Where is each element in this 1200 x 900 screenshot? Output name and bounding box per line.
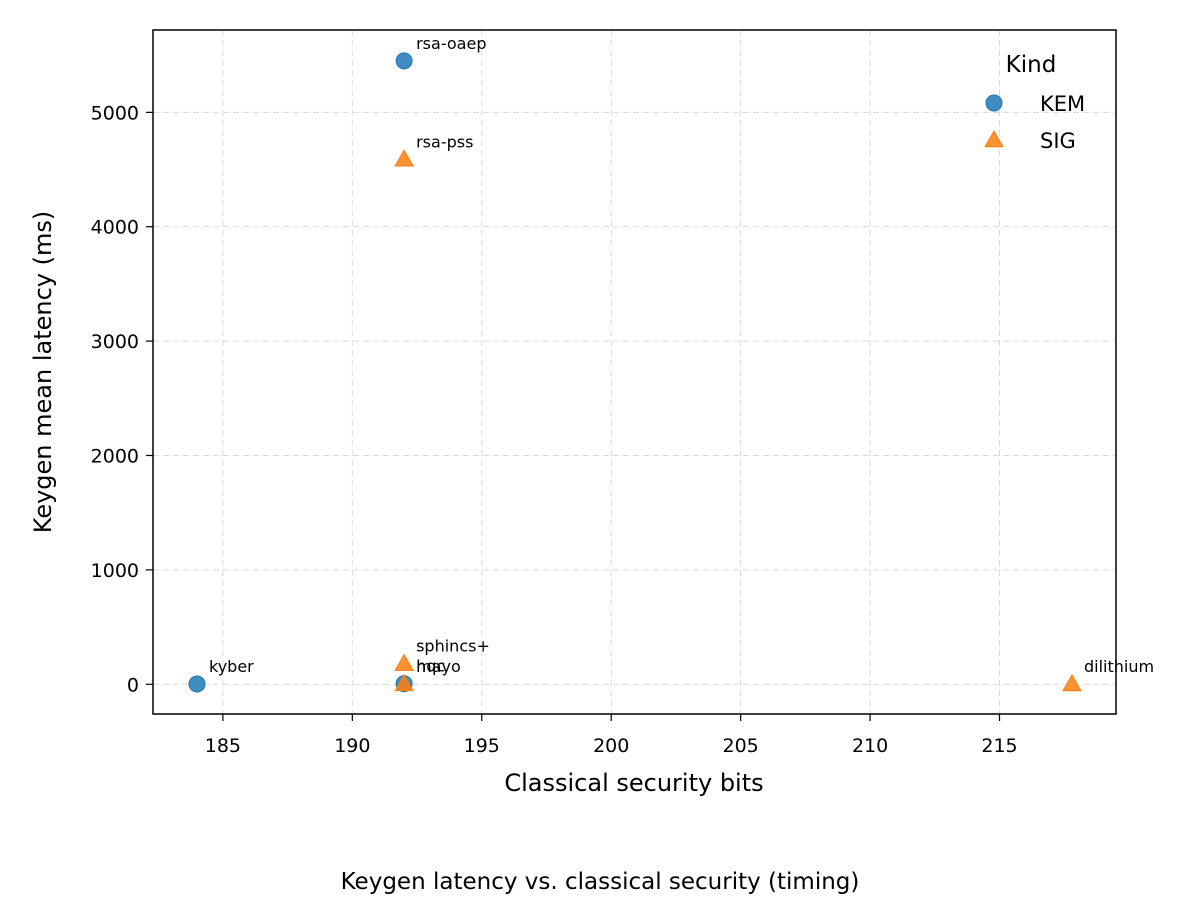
point-label-hqc: hqc — [416, 657, 445, 676]
x-tick-label: 205 — [723, 735, 759, 757]
x-tick-label: 190 — [334, 735, 370, 757]
legend-marker-kem — [985, 94, 1003, 112]
x-tick-label: 185 — [205, 735, 241, 757]
x-axis-ticks: 185 190 195 200 205 210 215 — [205, 714, 1018, 757]
y-tick-label: 3000 — [91, 331, 139, 353]
sig-point-rsa-pss — [394, 149, 414, 167]
y-tick-label: 2000 — [91, 445, 139, 467]
y-axis-ticks: 0 1000 2000 3000 4000 5000 — [91, 102, 153, 696]
sig-point-mayo — [394, 673, 414, 692]
y-tick-label: 1000 — [91, 560, 139, 582]
y-tick-label: 0 — [127, 674, 139, 696]
data-points — [188, 52, 1082, 693]
kem-point-kyber — [188, 675, 206, 693]
point-label-dilithium: dilithium — [1084, 657, 1154, 676]
sig-point-sphincs+ — [394, 653, 414, 671]
point-label-rsa-pss: rsa-pss — [416, 132, 473, 151]
point-label-sphincs+: sphincs+ — [416, 637, 490, 656]
legend-entries: KEM SIG — [984, 92, 1085, 153]
chart-caption: Keygen latency vs. classical security (t… — [341, 869, 860, 895]
legend: Kind KEM SIG — [984, 52, 1085, 153]
x-tick-label: 215 — [981, 735, 1017, 757]
point-label-rsa-oaep: rsa-oaep — [416, 34, 486, 53]
sig-point-dilithium — [1062, 674, 1082, 692]
grid — [153, 30, 1116, 714]
x-tick-label: 195 — [464, 735, 500, 757]
point-labels: kyber rsa-oaep hqc rsa-pss sphincs+mayo dilit… — [209, 34, 1154, 676]
kem-point-rsa-oaep — [395, 52, 413, 70]
x-axis-label: Classical security bits — [504, 769, 763, 797]
point-label-kyber: kyber — [209, 657, 254, 676]
legend-label-kem: KEM — [1040, 92, 1085, 116]
plot-frame — [152, 29, 1117, 715]
y-axis-label: Keygen mean latency (ms) — [29, 211, 57, 533]
legend-marker-sig — [984, 129, 1004, 148]
legend-label-sig: SIG — [1040, 129, 1076, 153]
x-tick-label: 200 — [593, 735, 629, 757]
y-tick-label: 4000 — [91, 217, 139, 239]
y-tick-label: 5000 — [91, 102, 139, 124]
legend-title: Kind — [1006, 52, 1057, 78]
point-label-mayo: mayo — [416, 657, 461, 676]
x-tick-label: 210 — [852, 735, 888, 757]
